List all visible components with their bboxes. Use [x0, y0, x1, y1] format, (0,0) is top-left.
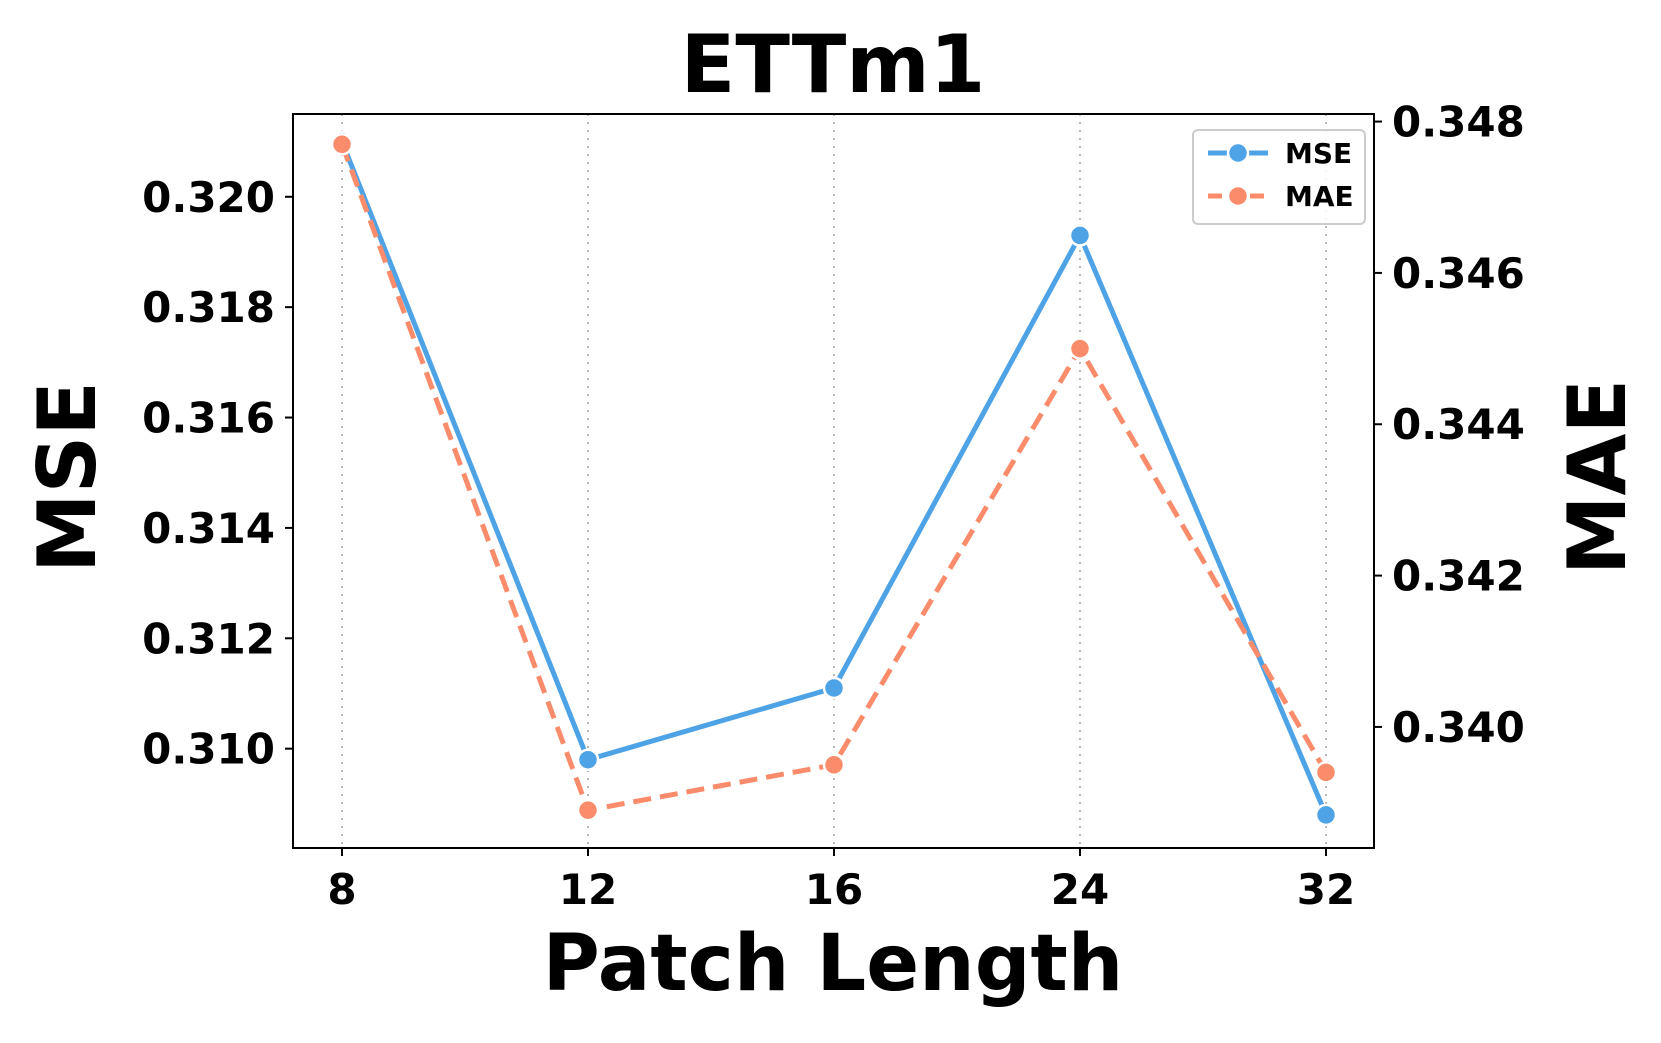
y-left-tick-label: 0.320	[142, 173, 275, 222]
data-point-mse	[1314, 803, 1338, 827]
legend-label-mae: MAE	[1285, 180, 1354, 213]
y-right-tick-label: 0.346	[1392, 249, 1525, 298]
data-point-mae	[1314, 761, 1338, 784]
data-point-mae	[822, 753, 846, 777]
x-tick-label: 16	[805, 865, 863, 914]
data-point-mae	[330, 133, 354, 156]
x-tick-label: 8	[327, 865, 356, 914]
y-left-tick-label: 0.318	[142, 283, 275, 332]
x-tick-label: 32	[1297, 865, 1355, 914]
y-left-tick-label: 0.310	[142, 725, 275, 774]
y-left-tick-label: 0.314	[142, 504, 275, 553]
grid-layer	[341, 114, 1327, 848]
data-point-mse	[1068, 224, 1092, 247]
y-axis-left-label: MSE	[21, 381, 114, 573]
x-axis-label: Patch Length	[543, 919, 1124, 1009]
y-right-tick-label: 0.348	[1392, 98, 1525, 147]
series-layer	[330, 130, 1338, 827]
x-tick-label: 24	[1051, 865, 1109, 914]
data-point-mae	[1068, 337, 1092, 360]
legend-label-mse: MSE	[1285, 137, 1352, 170]
series-line-mae	[339, 143, 1329, 813]
legend-marker-mae	[1226, 184, 1250, 208]
y-right-tick-label: 0.342	[1392, 552, 1525, 601]
data-point-mse	[576, 748, 600, 771]
ticks-layer: 8 12 16 24 32 0.310 0.312 0.314 0.316 0.318 0.320 0…	[142, 98, 1525, 914]
y-left-tick-label: 0.316	[142, 394, 275, 443]
data-point-mse	[822, 676, 846, 700]
data-point-mae	[576, 798, 600, 822]
x-tick-label: 12	[559, 865, 617, 914]
y-right-tick-label: 0.344	[1392, 400, 1525, 449]
chart-title: ETTm1	[681, 18, 986, 111]
legend-marker-mse	[1226, 141, 1250, 165]
y-right-tick-label: 0.340	[1392, 703, 1525, 752]
legend: MSE MAE	[1192, 129, 1366, 225]
y-axis-right-label: MAE	[1551, 379, 1644, 575]
y-left-tick-label: 0.312	[142, 614, 275, 663]
